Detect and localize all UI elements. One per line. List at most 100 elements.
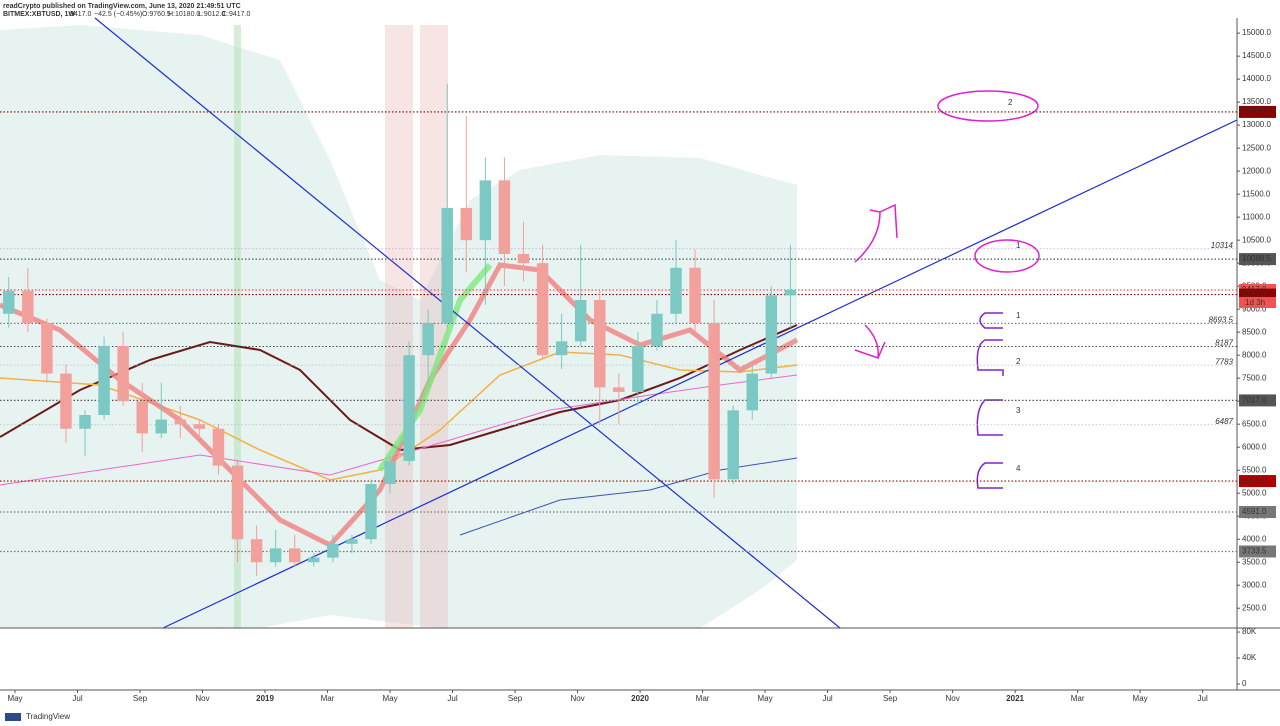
- y-tick-label: 7500.0: [1242, 373, 1267, 382]
- trend-line: [162, 119, 1238, 629]
- y-tick-label: 14000.0: [1242, 74, 1271, 83]
- x-tick-label: Jul: [447, 694, 457, 703]
- y-tick-label: 14500.0: [1242, 51, 1271, 60]
- drawn-ellipse: [974, 239, 1040, 273]
- price-label-box: [1239, 545, 1276, 558]
- y-tick-label: 5000.0: [1242, 488, 1267, 497]
- x-tick-label: May: [382, 694, 397, 703]
- ohlc-close: C:9417.0: [222, 11, 251, 18]
- candle-body: [460, 207, 473, 241]
- candle-body: [231, 465, 244, 540]
- annotation: 3: [1016, 406, 1021, 415]
- y-tick-label: 5500.0: [1242, 465, 1267, 474]
- candle-body: [269, 548, 282, 563]
- candle-body: [441, 207, 453, 323]
- candle-body: [613, 387, 625, 392]
- countdown: 1d 3h: [1245, 298, 1265, 307]
- y-tick-label: 12000.0: [1242, 166, 1271, 175]
- y-tick-label: 15000.0: [1242, 28, 1271, 37]
- candle-body: [60, 373, 72, 429]
- level-label: 7783: [1215, 357, 1233, 366]
- candle-body: [632, 345, 644, 392]
- volume-tick-label: 80K: [1242, 627, 1257, 636]
- change: −42.5 (−0.45%): [94, 11, 142, 18]
- price-label-box: [1239, 105, 1276, 118]
- y-tick-label: 11000.0: [1242, 212, 1271, 221]
- candle-body: [79, 414, 91, 429]
- candle-body: [689, 267, 701, 323]
- price-label: 9317.0: [1242, 290, 1267, 299]
- candle-body: [327, 543, 339, 558]
- x-tick-label: 2021: [1006, 694, 1024, 703]
- highlight-band: [385, 25, 413, 628]
- candle-body: [308, 557, 320, 563]
- y-tick-label: 4000.0: [1242, 534, 1267, 543]
- price-label-box: [1239, 475, 1276, 488]
- annotation: 1: [1016, 311, 1021, 320]
- level-label: 8187: [1215, 339, 1233, 348]
- drawn-bracket: [979, 312, 1003, 329]
- price-label: 7017.0: [1242, 396, 1267, 405]
- x-tick-label: Sep: [133, 694, 148, 703]
- y-tick-label: 13500.0: [1242, 97, 1271, 106]
- price-label: 4591.0: [1242, 507, 1267, 516]
- trend-line: [94, 17, 841, 629]
- x-tick-label: May: [7, 694, 22, 703]
- highlight-band: [234, 25, 241, 628]
- x-tick-label: Jul: [1198, 694, 1208, 703]
- annotation: 4: [1016, 464, 1021, 473]
- y-tick-label: 11500.0: [1242, 189, 1271, 198]
- drawn-arrow: [854, 324, 886, 360]
- x-tick-label: Sep: [508, 694, 523, 703]
- ohlc-high: H:10180.0: [168, 11, 200, 18]
- candle-body: [174, 419, 187, 425]
- ma-line: [0, 351, 798, 481]
- price-label: 3733.5: [1242, 547, 1267, 556]
- candle-body: [250, 539, 263, 563]
- y-tick-label: 13000.0: [1242, 120, 1271, 129]
- annotation: 2: [1008, 98, 1013, 107]
- candle-body: [651, 313, 663, 346]
- band-cloud: [0, 25, 797, 628]
- y-tick-label: 3000.0: [1242, 580, 1267, 589]
- level-label: 8693.5: [1209, 315, 1234, 324]
- drawn-bracket: [976, 462, 1003, 489]
- candle-body: [555, 341, 568, 356]
- candle-body: [594, 299, 606, 388]
- price-label-box: [1239, 394, 1276, 407]
- y-tick-label: 3500.0: [1242, 557, 1267, 566]
- annotation: 1: [1016, 241, 1021, 250]
- candle-body: [346, 539, 358, 544]
- candle-body: [117, 345, 129, 402]
- y-tick-label: 10500.0: [1242, 235, 1271, 244]
- y-tick-label: 6500.0: [1242, 419, 1267, 428]
- x-tick-label: 2019: [256, 694, 274, 703]
- candle-body: [193, 424, 206, 429]
- price-label: 10088.5: [1242, 254, 1271, 263]
- level-label: 10314: [1211, 241, 1234, 250]
- ema-ribbon: [377, 263, 493, 472]
- candle-body: [384, 460, 396, 484]
- y-tick-label: 8000.0: [1242, 350, 1267, 359]
- candle-body: [212, 428, 225, 466]
- candle-body: [574, 299, 587, 342]
- candle-body: [765, 295, 778, 374]
- x-tick-label: Mar: [696, 694, 710, 703]
- x-tick-label: Jul: [822, 694, 832, 703]
- drawn-ellipse: [937, 90, 1039, 122]
- y-tick-label: 12500.0: [1242, 143, 1271, 152]
- x-tick-label: May: [758, 694, 773, 703]
- candle-body: [288, 548, 301, 563]
- price-label-box: [1239, 253, 1276, 266]
- price-label: 5264.0: [1242, 476, 1267, 485]
- candle-body: [422, 322, 434, 356]
- footer-brand: TradingView: [26, 712, 70, 721]
- y-tick-label: 9000.0: [1242, 304, 1267, 313]
- candle-body: [498, 180, 511, 254]
- x-tick-label: 2020: [631, 694, 649, 703]
- countdown-box: [1239, 296, 1276, 308]
- x-tick-label: Mar: [321, 694, 335, 703]
- last-price: 9417.0: [70, 11, 92, 18]
- x-tick-label: Sep: [883, 694, 898, 703]
- level-label: 6487: [1215, 417, 1233, 426]
